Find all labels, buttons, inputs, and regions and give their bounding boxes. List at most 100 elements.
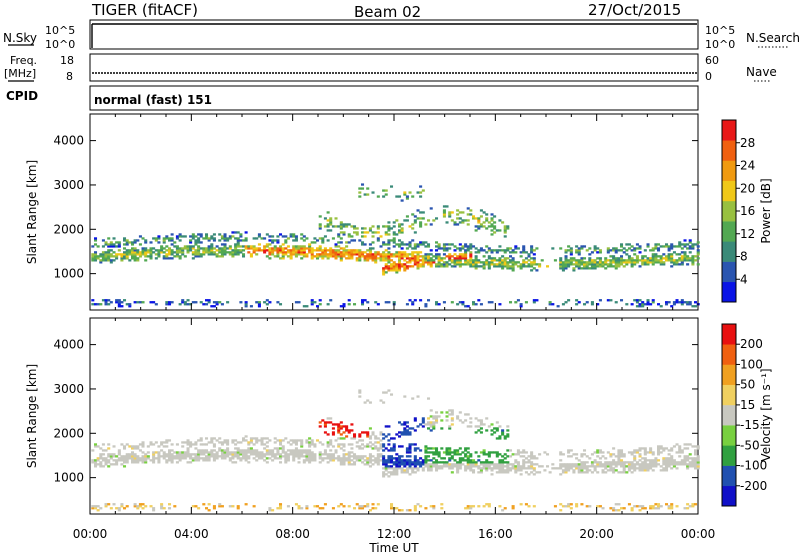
heatmap-cell <box>548 301 552 304</box>
heatmap-cell <box>144 459 148 462</box>
heatmap-cell <box>160 247 164 250</box>
heatmap-cell <box>117 301 121 304</box>
heatmap-cell <box>96 457 100 460</box>
heatmap-cell <box>374 261 378 264</box>
heatmap-cell <box>218 503 222 506</box>
heatmap-cell <box>202 253 206 256</box>
heatmap-cell <box>413 507 417 510</box>
heatmap-cell <box>284 251 288 254</box>
heatmap-cell <box>347 255 351 258</box>
heatmap-cell <box>643 303 647 306</box>
heatmap-cell <box>527 265 531 268</box>
heatmap-cell <box>218 441 222 444</box>
heatmap-cell <box>194 253 198 256</box>
heatmap-cell <box>651 465 655 468</box>
heatmap-cell <box>464 261 468 264</box>
heatmap-cell <box>445 411 449 414</box>
heatmap-cell <box>546 265 550 268</box>
heatmap-cell <box>604 461 608 464</box>
heatmap-cell <box>477 261 481 264</box>
heatmap-cell <box>606 465 610 468</box>
heatmap-cell <box>202 443 206 446</box>
heatmap-cell <box>165 445 169 448</box>
heatmap-cell <box>302 239 306 242</box>
heatmap-cell <box>170 453 174 456</box>
colorbar-segment <box>722 384 736 406</box>
colorbar-tick-label: -200 <box>740 479 767 493</box>
heatmap-cell <box>456 223 460 226</box>
heatmap-cell <box>487 455 491 458</box>
heatmap-cell <box>141 445 145 448</box>
heatmap-cell <box>390 227 394 230</box>
heatmap-cell <box>440 419 444 422</box>
heatmap-cell <box>284 457 288 460</box>
heatmap-cell <box>696 467 700 470</box>
heatmap-cell <box>117 507 121 510</box>
heatmap-cell <box>300 253 304 256</box>
heatmap-cell <box>456 415 460 418</box>
heatmap-cell <box>395 469 399 472</box>
heatmap-cell <box>342 445 346 448</box>
heatmap-cell <box>91 245 95 248</box>
heatmap-cell <box>96 255 100 258</box>
heatmap-cell <box>614 261 618 264</box>
heatmap-cell <box>207 441 211 444</box>
heatmap-cell <box>120 255 124 258</box>
heatmap-cell <box>202 451 206 454</box>
heatmap-cell <box>128 251 132 254</box>
heatmap-cell <box>498 245 502 248</box>
heatmap-cell <box>197 507 201 510</box>
heatmap-cell <box>361 243 365 246</box>
heatmap-cell <box>136 459 140 462</box>
heatmap-cell <box>596 465 600 468</box>
heatmap-cell <box>286 245 290 248</box>
heatmap-cell <box>400 231 404 234</box>
heatmap-cell <box>398 461 402 464</box>
heatmap-cell <box>107 453 111 456</box>
heatmap-cell <box>337 249 341 252</box>
heatmap-cell <box>339 463 343 466</box>
heatmap-cell <box>532 455 536 458</box>
heatmap-cell <box>472 461 476 464</box>
heatmap-cell <box>490 469 494 472</box>
heatmap-cell <box>511 463 515 466</box>
heatmap-cell <box>593 265 597 268</box>
heatmap-cell <box>448 213 452 216</box>
heatmap-cell <box>519 267 523 270</box>
heatmap-cell <box>432 259 436 262</box>
heatmap-cell <box>649 461 653 464</box>
heatmap-cell <box>350 455 354 458</box>
heatmap-cell <box>231 249 235 252</box>
heatmap-cell <box>302 247 306 250</box>
heatmap-cell <box>474 461 478 464</box>
heatmap-cell <box>215 245 219 248</box>
heatmap-cell <box>408 449 412 452</box>
heatmap-cell <box>651 505 655 508</box>
heatmap-cell <box>519 251 523 254</box>
heatmap-cell <box>442 261 446 264</box>
heatmap-cell <box>329 219 333 222</box>
heatmap-cell <box>123 461 127 464</box>
heatmap-cell <box>448 459 452 462</box>
colorbar-segment <box>722 200 736 222</box>
heatmap-cell <box>651 257 655 260</box>
heatmap-cell <box>189 235 193 238</box>
heatmap-cell <box>382 225 386 228</box>
heatmap-cell <box>387 225 391 228</box>
heatmap-cell <box>144 253 148 256</box>
heatmap-cell <box>316 249 320 252</box>
heatmap-cell <box>329 441 333 444</box>
heatmap-cell <box>218 505 222 508</box>
heatmap-cell <box>519 265 523 268</box>
heatmap-cell <box>503 257 507 260</box>
heatmap-cell <box>334 249 338 252</box>
heatmap-cell <box>279 505 283 508</box>
heatmap-cell <box>585 465 589 468</box>
heatmap-cell <box>189 461 193 464</box>
heatmap-cell <box>236 253 240 256</box>
heatmap-cell <box>281 455 285 458</box>
heatmap-cell <box>419 423 423 426</box>
heatmap-cell <box>461 303 465 306</box>
heatmap-cell <box>279 503 283 506</box>
heatmap-cell <box>350 437 354 440</box>
